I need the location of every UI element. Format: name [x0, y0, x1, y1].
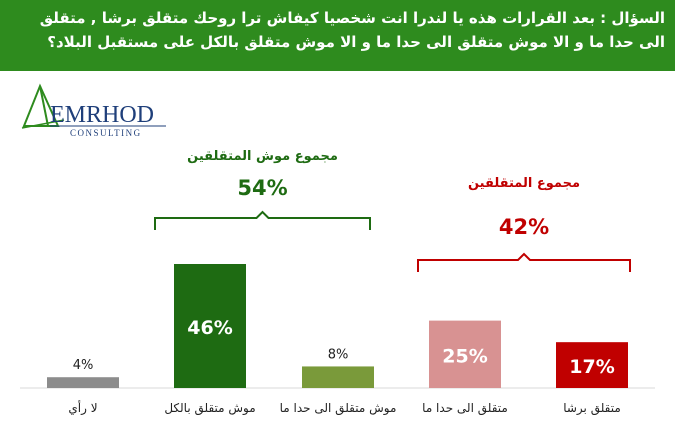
category-label-4: متقلق برشا	[563, 401, 621, 416]
group-label-1: مجموع المتقلقين	[468, 176, 580, 191]
bar-1	[174, 264, 246, 388]
logo-subtitle: CONSULTING	[70, 128, 142, 138]
logo-name: EMRHOD	[50, 102, 154, 128]
group-total-0: 54%	[237, 176, 287, 200]
question-text: السؤال : بعد القرارات هذه يا لندرا انت ش…	[39, 9, 665, 51]
category-label-0: لا رأي	[68, 400, 97, 416]
category-label-2: موش متقلق الى حدا ما	[280, 401, 397, 416]
group-total-1: 42%	[499, 215, 549, 239]
bar-0	[47, 377, 119, 388]
data-label-0: 4%	[73, 358, 94, 373]
bar-3	[429, 320, 501, 388]
data-label-3: 25%	[442, 345, 487, 367]
category-label-1: موش متقلق بالكل	[164, 401, 255, 416]
bar-2	[302, 366, 374, 388]
data-label-1: 46%	[187, 317, 232, 339]
company-logo: EMRHOD CONSULTING	[18, 78, 170, 140]
data-label-4: 17%	[569, 356, 614, 378]
group-label-0: مجموع موش المتقلقين	[187, 149, 338, 164]
triangle-logo-icon	[21, 83, 65, 129]
question-header: السؤال : بعد القرارات هذه يا لندرا انت ش…	[0, 0, 675, 71]
data-label-2: 8%	[328, 347, 349, 362]
group-bracket-1	[417, 252, 631, 272]
category-label-3: متقلق الى حدا ما	[422, 401, 508, 416]
group-bracket-0	[154, 210, 371, 230]
bar-4	[556, 342, 628, 388]
